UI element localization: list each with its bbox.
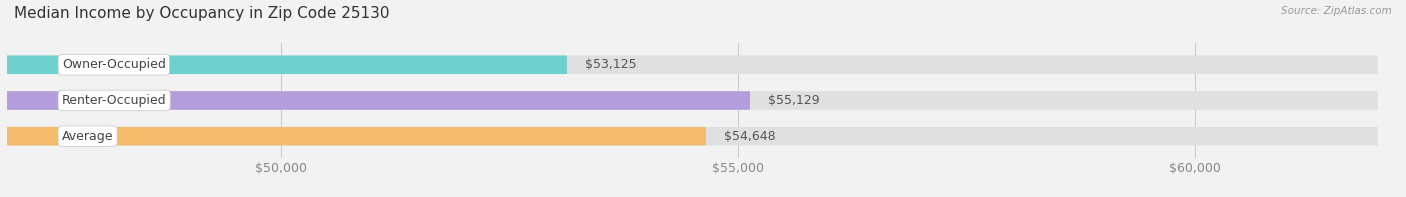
FancyBboxPatch shape — [7, 91, 1378, 110]
Text: Average: Average — [62, 130, 114, 143]
FancyBboxPatch shape — [7, 127, 706, 145]
Text: Owner-Occupied: Owner-Occupied — [62, 58, 166, 71]
Text: Median Income by Occupancy in Zip Code 25130: Median Income by Occupancy in Zip Code 2… — [14, 6, 389, 21]
FancyBboxPatch shape — [7, 91, 749, 110]
FancyBboxPatch shape — [7, 56, 567, 74]
Text: Source: ZipAtlas.com: Source: ZipAtlas.com — [1281, 6, 1392, 16]
Text: Renter-Occupied: Renter-Occupied — [62, 94, 166, 107]
Text: $55,129: $55,129 — [768, 94, 820, 107]
Text: $53,125: $53,125 — [585, 58, 637, 71]
FancyBboxPatch shape — [7, 56, 1378, 74]
Text: $54,648: $54,648 — [724, 130, 776, 143]
FancyBboxPatch shape — [7, 127, 1378, 145]
